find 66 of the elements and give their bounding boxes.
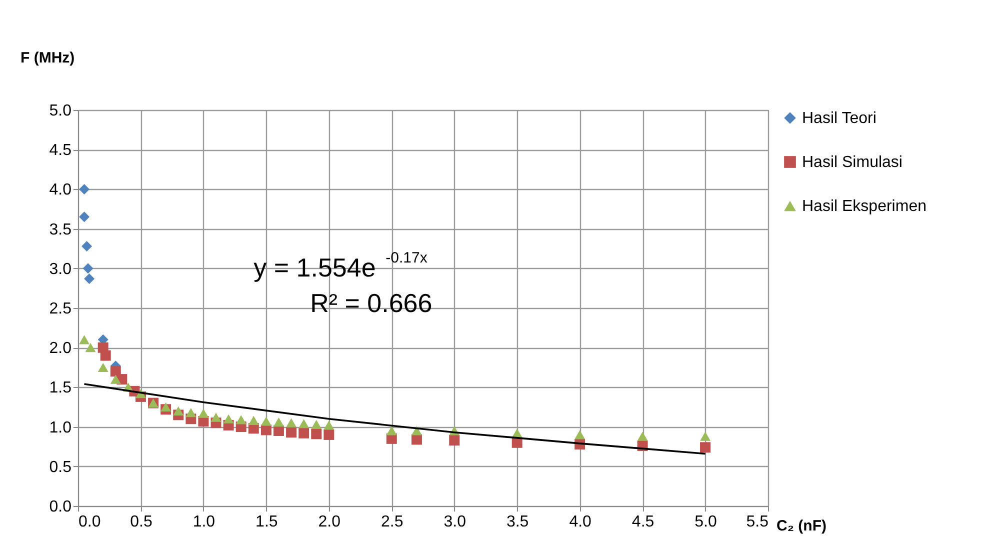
point: [273, 418, 284, 427]
point: [110, 374, 121, 384]
point: [311, 420, 322, 429]
point: [298, 419, 310, 428]
point: [79, 335, 90, 344]
x-tick-label: 0.5: [130, 514, 152, 530]
x-tick-label: 2.0: [318, 514, 341, 530]
y-tick-label: 1.0: [49, 419, 72, 436]
y-tick-label: 2.5: [49, 300, 72, 318]
x-tick-label: 5.0: [694, 514, 717, 530]
y-tick-label: 5.0: [49, 102, 72, 120]
annotation: y = 1.554e-0.17x: [254, 249, 428, 282]
point: [160, 402, 172, 412]
legend-label: Hasil Teori: [802, 110, 876, 127]
point: [79, 184, 90, 194]
point: [186, 408, 196, 418]
x-axis-title: C₂ (nF): [776, 518, 826, 534]
point: [223, 414, 234, 424]
x-tick-label: 3.0: [444, 514, 466, 530]
y-tick-label: 0.0: [49, 498, 72, 516]
legend-label: Hasil Eksperimen: [802, 198, 926, 215]
point: [100, 350, 111, 361]
y-axis-title: F (MHz): [20, 50, 75, 66]
point: [98, 362, 108, 372]
point: [236, 415, 246, 424]
point: [700, 432, 711, 441]
x-tick-label: 3.5: [506, 514, 529, 530]
point: [286, 418, 297, 428]
x-tick-label: 1.0: [192, 514, 216, 530]
point: [210, 412, 222, 422]
y-tick-label: 3.0: [49, 260, 72, 278]
point: [449, 435, 460, 446]
x-tick-label: 5.5: [746, 514, 769, 530]
x-tick-label: 0.0: [78, 514, 101, 530]
x-tick-label: 1.5: [256, 514, 278, 530]
point: [84, 273, 95, 284]
point: [637, 432, 648, 441]
point: [286, 427, 297, 438]
point: [85, 343, 96, 352]
point: [260, 416, 272, 426]
y-tick-label: 1.5: [49, 380, 72, 397]
y-tick-label: 2.0: [49, 340, 72, 358]
point: [411, 426, 422, 436]
x-tick-label: 4.5: [632, 514, 654, 530]
point: [311, 428, 322, 440]
annotation: R² = 0.666: [310, 288, 432, 318]
y-tick-label: 0.5: [49, 458, 72, 476]
point: [386, 426, 397, 436]
y-tick-label: 3.5: [49, 221, 72, 238]
point: [324, 429, 334, 440]
y-tick-label: 4.0: [49, 182, 72, 199]
y-tick-label: 4.5: [49, 142, 72, 160]
point: [273, 426, 284, 436]
x-tick-label: 2.5: [381, 514, 404, 530]
point: [82, 263, 94, 274]
point: [198, 408, 209, 418]
point: [324, 420, 334, 430]
point: [700, 442, 711, 453]
point: [574, 430, 586, 440]
point: [248, 416, 259, 426]
point: [298, 428, 310, 438]
point: [79, 212, 90, 222]
x-tick-label: 4.0: [569, 514, 592, 530]
legend-label: Hasil Simulasi: [802, 154, 902, 171]
point: [82, 240, 92, 252]
point: [173, 406, 184, 416]
